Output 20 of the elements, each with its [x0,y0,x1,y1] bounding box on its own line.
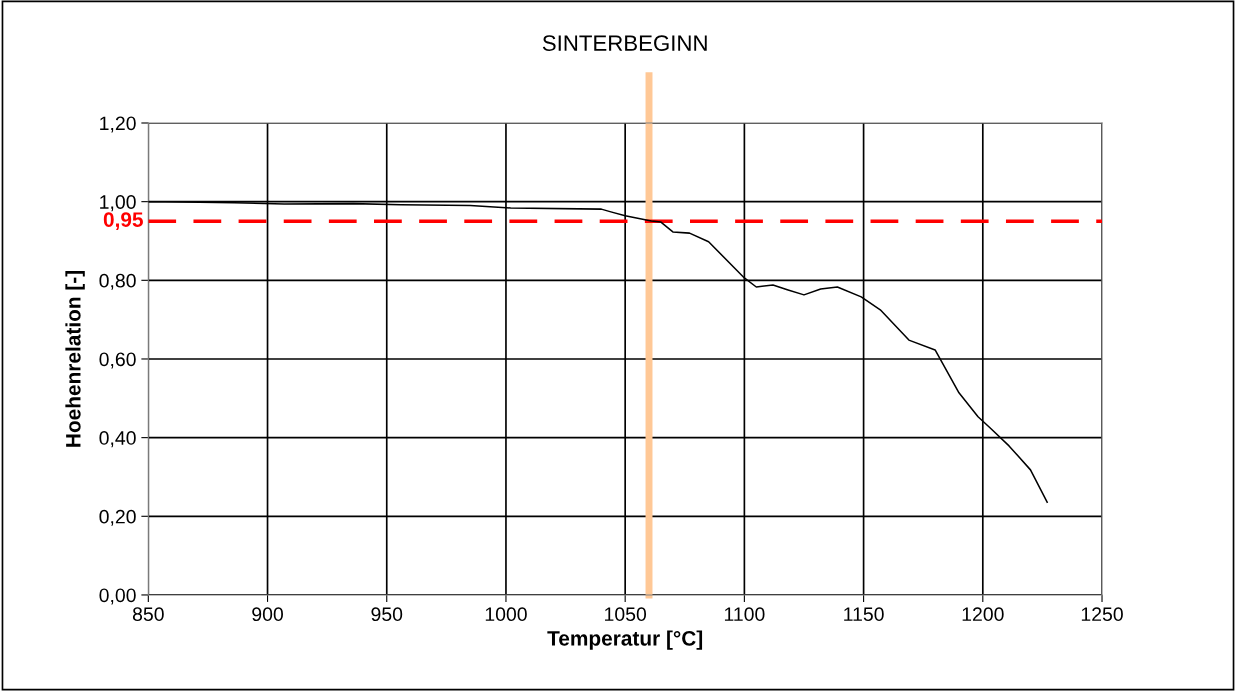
x-tick-label: 900 [252,607,283,622]
y-tick-label: 0,20 [99,509,136,526]
x-tick-label: 850 [132,607,164,622]
y-tick-label: 1,20 [100,116,136,133]
x-tick-label: 1000 [485,607,527,622]
x-tick-label: 1200 [962,607,1004,622]
chart-title: SINTERBEGINN [542,35,707,51]
y-tick-label: 1,00 [100,195,136,212]
y-tick-label: 0,40 [99,431,136,448]
x-tick-label: 1150 [844,607,884,622]
y-tick-label: 0,00 [99,588,136,605]
x-tick-label: 1100 [724,607,765,622]
y-axis-title: Hoehenrelation [-] [65,271,85,447]
y-tick-label: 0,60 [99,352,136,369]
x-tick-label: 1250 [1081,607,1123,622]
x-tick-label: 1050 [605,607,647,622]
ref-line-label: 0,95 [103,212,143,230]
y-tick-label: 0,80 [99,273,136,290]
x-axis-title: Temperatur [°C] [547,630,703,650]
x-tick-label: 950 [371,607,403,622]
